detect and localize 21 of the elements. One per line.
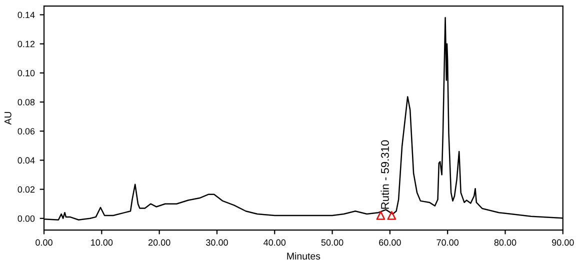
y-tick-label: 0.04 (18, 157, 35, 164)
y-tick-label: 0.02 (18, 186, 35, 193)
y-tick-label: 0.10 (18, 70, 35, 76)
x-tick-label: 20.00 (148, 239, 170, 246)
y-tick-label: 0.00 (18, 215, 35, 222)
x-tick-label: 70.00 (436, 239, 459, 246)
x-tick-label: 60.00 (379, 239, 401, 246)
y-tick-label: 0.14 (18, 12, 35, 18)
y-tick-label: 0.08 (18, 99, 35, 106)
x-tick-label: 30.00 (206, 239, 228, 246)
x-tick-label: 90.00 (552, 239, 574, 246)
x-tick-label: 50.00 (321, 239, 344, 246)
y-axis-title: AU (4, 112, 12, 125)
x-axis-title: Minutes (287, 252, 320, 260)
x-tick-label: 10.00 (91, 239, 113, 246)
annotation: Rutin - 59.310 (380, 140, 389, 209)
x-tick-label: 0.00 (36, 239, 52, 246)
y-tick-label: 0.12 (18, 40, 35, 48)
x-tick-label: 40.00 (264, 239, 286, 246)
x-tick-label: 80.00 (494, 239, 516, 246)
y-tick-label: 0.06 (18, 128, 35, 134)
